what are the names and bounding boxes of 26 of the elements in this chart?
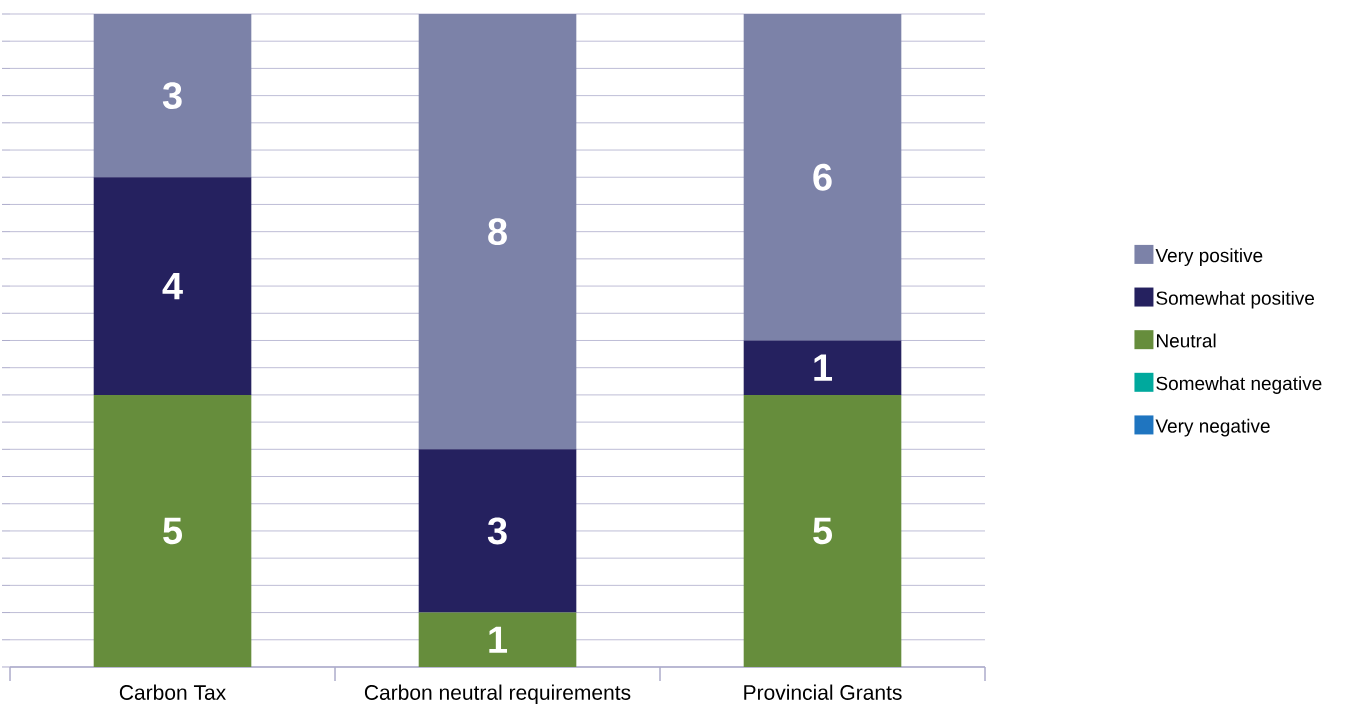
- bar: [93, 394, 252, 667]
- legend-label: Somewhat negative: [1156, 376, 1322, 394]
- data-label: 3: [487, 517, 507, 545]
- bar: [743, 13, 902, 341]
- legend-label: Neutral: [1157, 333, 1216, 348]
- data-label: 8: [488, 218, 507, 246]
- bar: [743, 394, 902, 667]
- bar: [418, 13, 577, 450]
- bar: [743, 340, 902, 395]
- x-tick-label: Carbon neutral requirements: [364, 684, 631, 705]
- legend-label: Somewhat positive: [1156, 290, 1315, 309]
- data-label: 3: [162, 82, 182, 110]
- x-tick-label: Provincial Grants: [744, 684, 902, 700]
- data-label: 6: [813, 163, 832, 191]
- legend-label: Very negative: [1155, 418, 1270, 437]
- bar: [93, 177, 252, 395]
- legend-label: Very positive: [1155, 248, 1263, 266]
- bar: [418, 449, 577, 613]
- bar: [418, 612, 577, 667]
- data-label: 1: [489, 626, 508, 653]
- data-label: 4: [162, 273, 183, 300]
- bar: [93, 13, 252, 178]
- x-tick-label: Carbon Tax: [119, 684, 226, 700]
- data-label: 5: [813, 517, 833, 545]
- data-label: 5: [163, 517, 183, 545]
- data-label: 1: [814, 354, 833, 381]
